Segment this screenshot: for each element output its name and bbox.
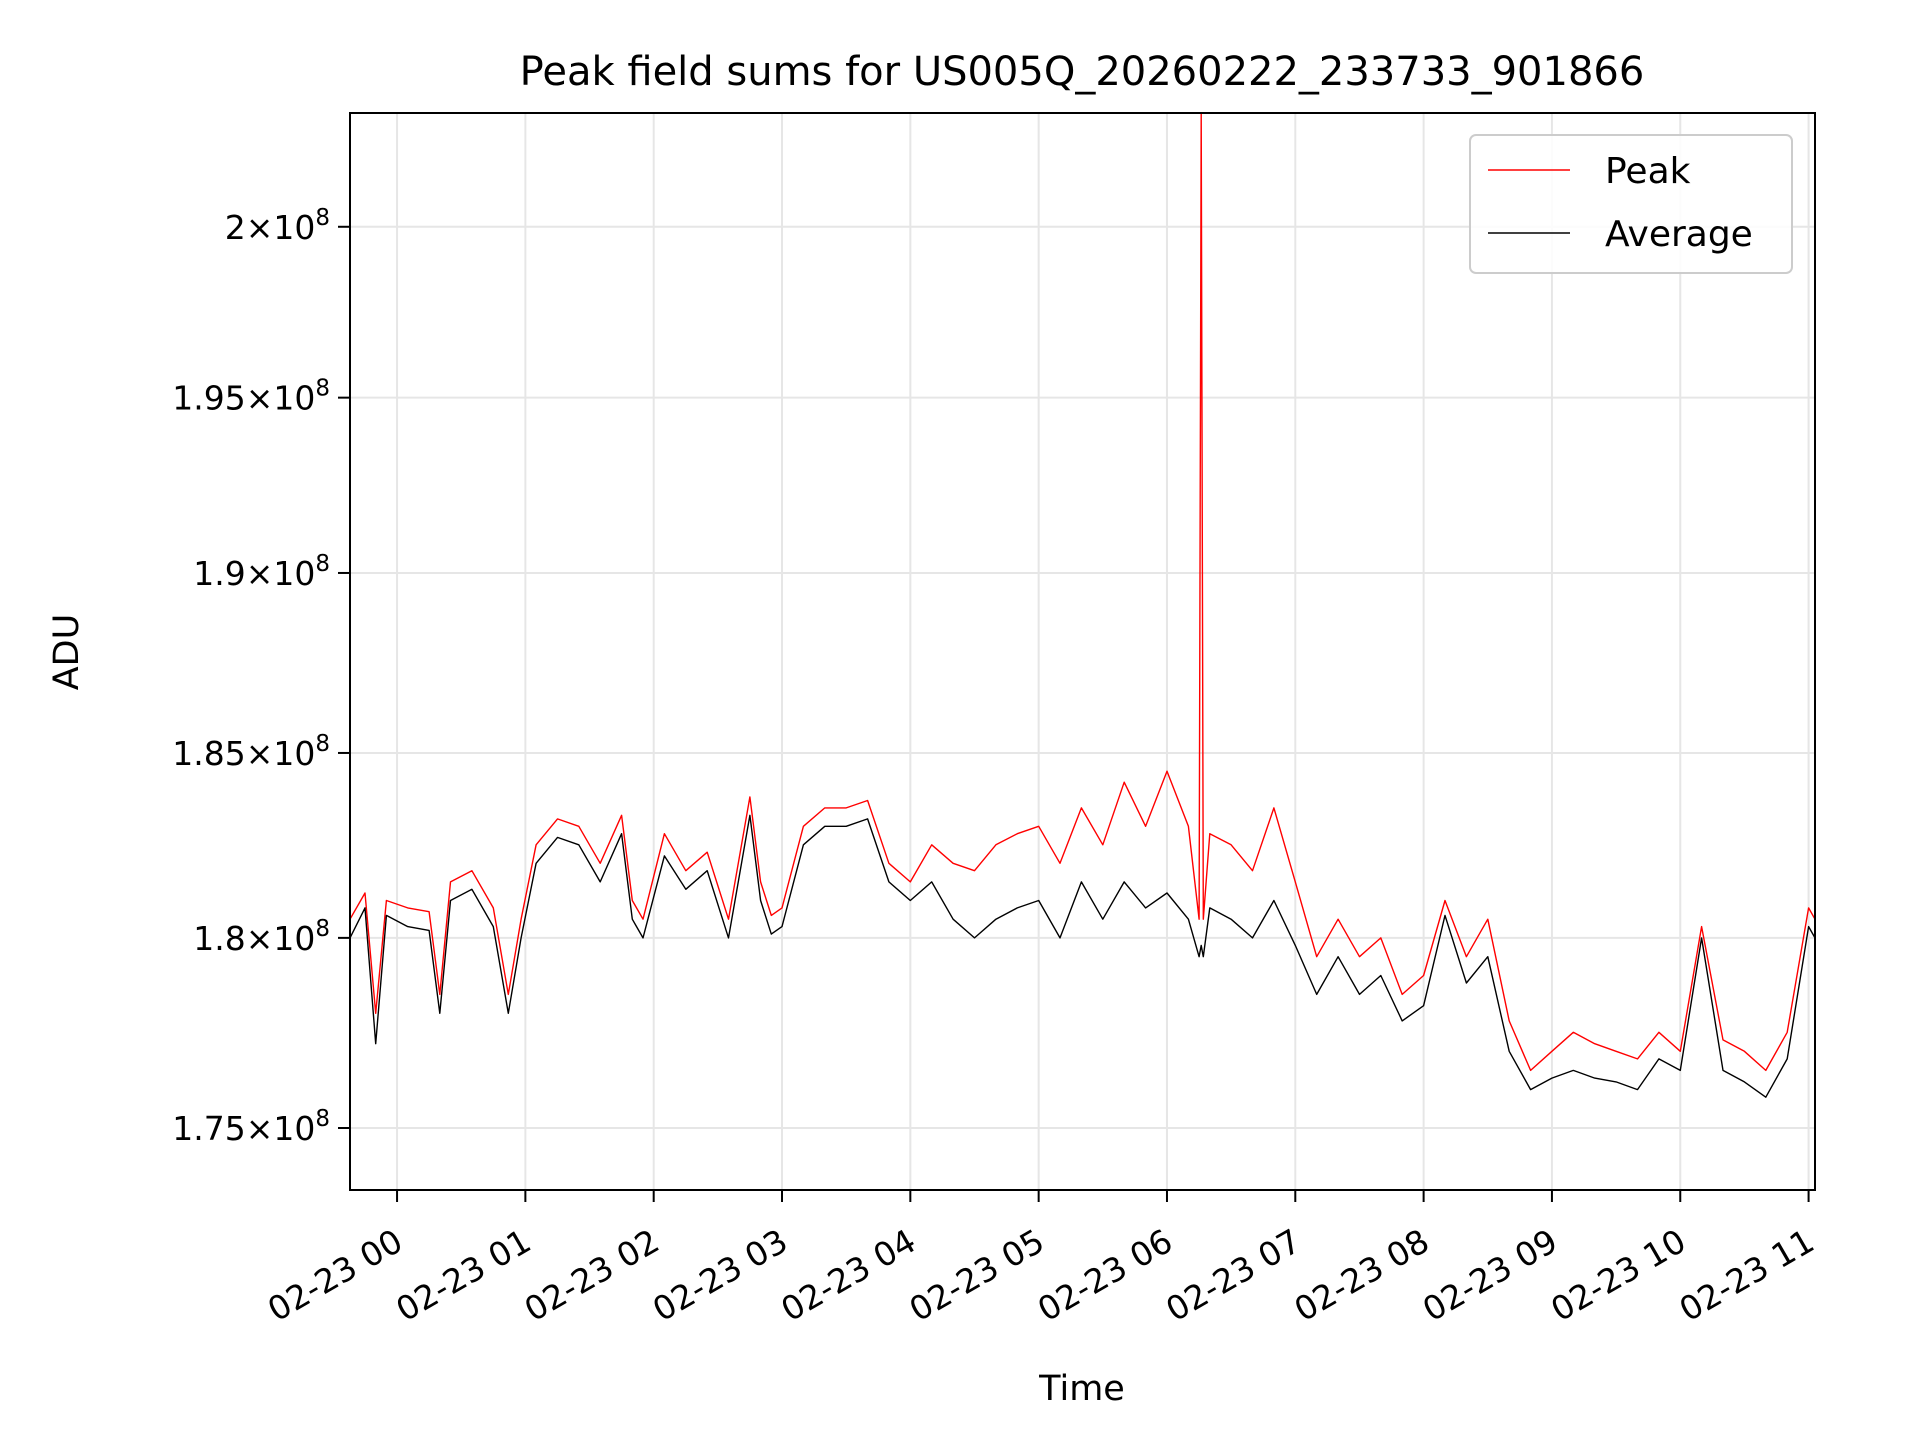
y-tick-label: 1.85×108 — [172, 731, 330, 773]
y-tick-mantissa: 1.9 — [193, 554, 245, 593]
peak-series-line — [349, 112, 1816, 1072]
grid-lines — [350, 113, 1815, 1190]
y-tick-label: 1.9×108 — [193, 551, 330, 593]
plot-frame — [349, 112, 1816, 1191]
y-tick-times-symbol: ×10 — [246, 379, 316, 418]
plot-series — [349, 112, 1816, 1098]
legend-label-average: Average — [1605, 214, 1753, 255]
y-tick-times-symbol: ×10 — [246, 554, 316, 593]
y-tick-exponent: 8 — [315, 731, 330, 757]
y-tick-mantissa: 1.85 — [172, 734, 245, 773]
y-tick-mantissa: 2 — [225, 208, 246, 247]
y-tick-label: 1.75×108 — [172, 1106, 330, 1148]
y-tick-label: 1.95×108 — [172, 376, 330, 418]
y-tick-exponent: 8 — [315, 376, 330, 402]
y-tick-times-symbol: ×10 — [246, 919, 316, 958]
y-axis-ticks: 1.75×1081.8×1081.85×1081.9×1081.95×1082×… — [172, 205, 350, 1148]
y-tick-exponent: 8 — [315, 1106, 330, 1132]
y-tick-times-symbol: ×10 — [246, 734, 316, 773]
y-tick-exponent: 8 — [315, 551, 330, 577]
x-axis-label: Time — [1038, 1369, 1125, 1409]
y-tick-mantissa: 1.95 — [172, 379, 245, 418]
y-axis-label: ADU — [47, 614, 87, 691]
y-tick-exponent: 8 — [315, 916, 330, 942]
y-tick-label: 2×108 — [225, 205, 330, 247]
y-tick-label: 1.8×108 — [193, 916, 330, 958]
y-tick-mantissa: 1.75 — [172, 1109, 245, 1148]
chart-title: Peak field sums for US005Q_20260222_2337… — [520, 49, 1645, 95]
y-tick-mantissa: 1.8 — [193, 919, 245, 958]
legend: Peak Average — [1469, 134, 1793, 274]
y-tick-exponent: 8 — [315, 205, 330, 231]
legend-label-peak: Peak — [1605, 151, 1691, 192]
y-tick-times-symbol: ×10 — [246, 208, 316, 247]
y-tick-times-symbol: ×10 — [246, 1109, 316, 1148]
average-series-line — [349, 814, 1816, 1098]
